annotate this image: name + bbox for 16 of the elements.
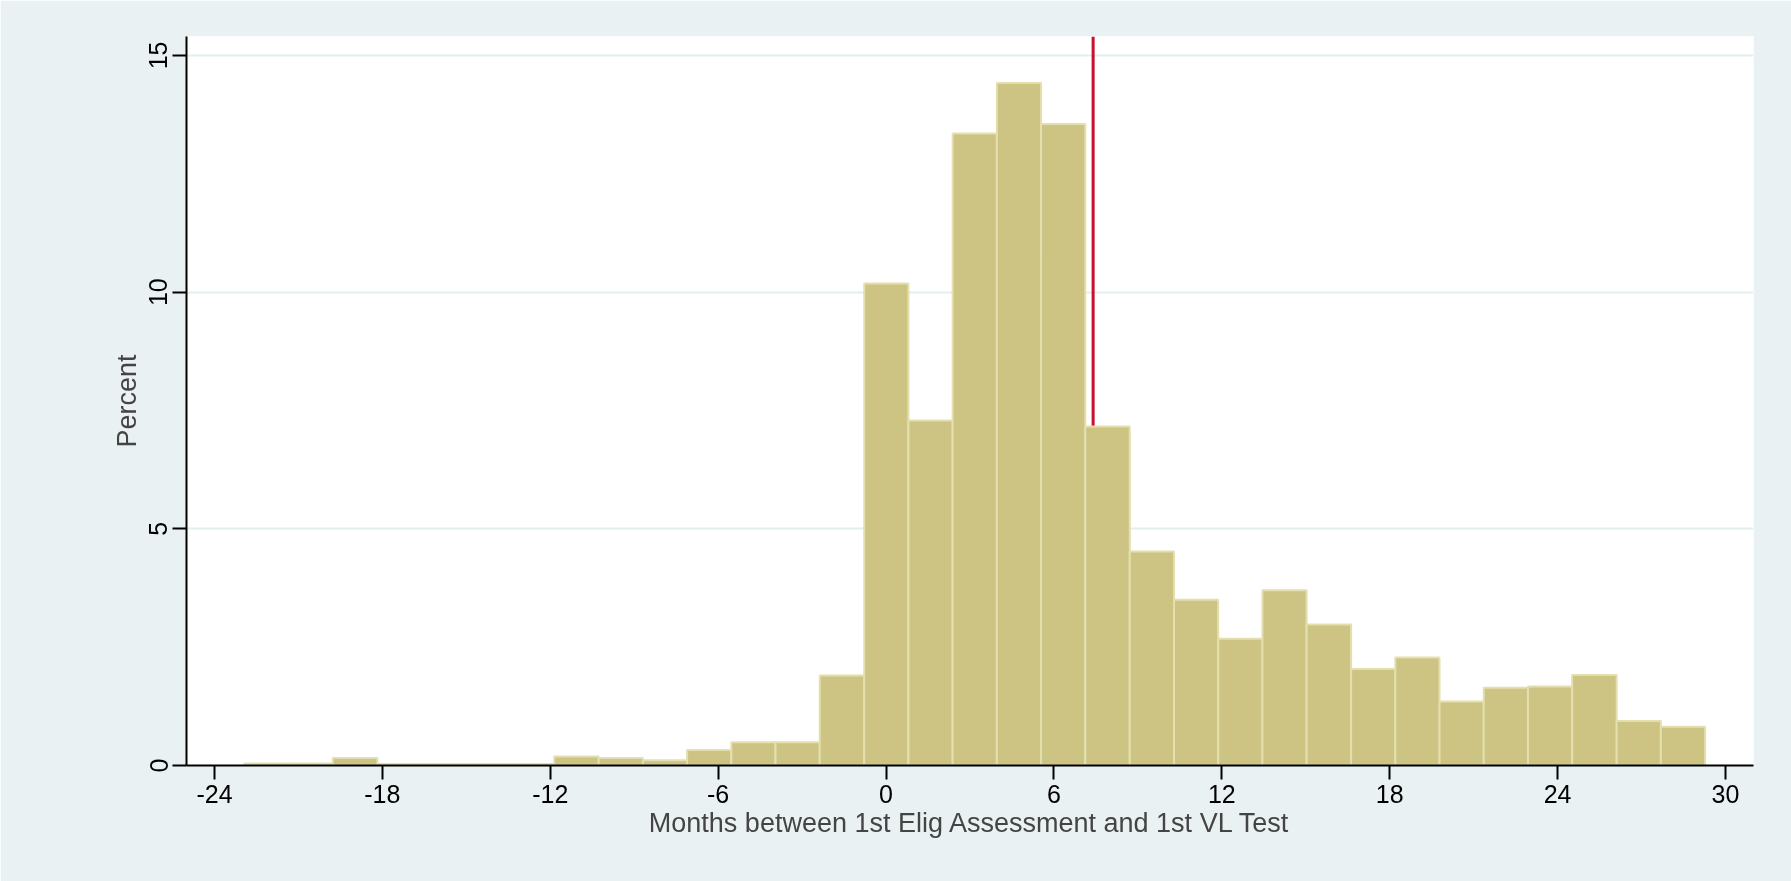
x-tick-label: 24 [1543,779,1572,808]
x-tick-label: 30 [1711,779,1740,808]
x-tick-label: 6 [1046,779,1061,808]
x-tick-label: 0 [879,779,894,808]
y-tick-label: 0 [144,758,173,773]
y-tick-label: 10 [144,278,173,307]
y-axis-title: Percent [111,353,142,448]
x-axis-title: Months between 1st Elig Assessment and 1st VL Test [648,807,1289,838]
x-tick-label: 18 [1375,779,1404,808]
x-tick-label: -6 [707,779,730,808]
x-tick-label: -18 [364,779,401,808]
y-tick-label: 15 [144,41,173,70]
y-tick-label: 5 [144,521,173,536]
x-tick-label: -12 [532,779,569,808]
x-tick-label: 12 [1207,779,1236,808]
x-tick-label: -24 [196,779,233,808]
